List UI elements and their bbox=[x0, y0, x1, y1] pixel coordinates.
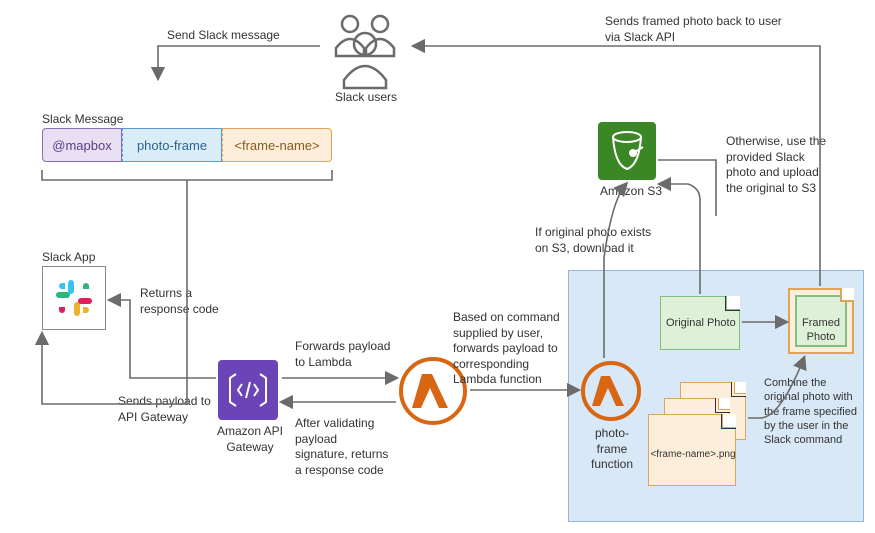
arrows-overlay bbox=[0, 0, 875, 533]
diagram-canvas: Slack users Slack Message @mapbox photo-… bbox=[0, 0, 875, 533]
